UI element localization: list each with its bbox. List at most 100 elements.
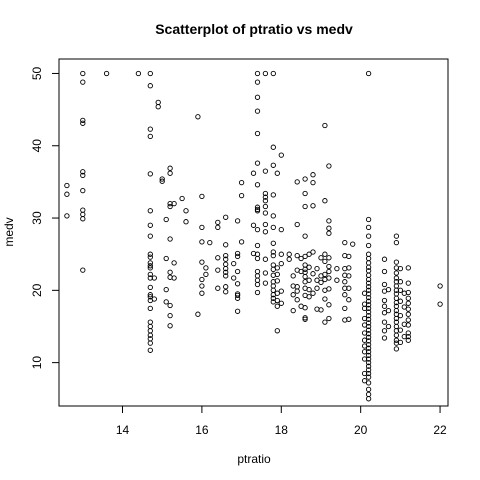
data-point <box>147 83 153 89</box>
data-point <box>346 253 352 260</box>
data-point <box>286 256 292 262</box>
data-point <box>80 207 86 213</box>
data-point <box>326 163 332 169</box>
data-point <box>365 323 372 330</box>
data-point <box>381 303 388 309</box>
data-point <box>326 225 332 231</box>
data-point <box>80 70 86 77</box>
data-point <box>80 211 86 218</box>
data-point <box>171 260 177 266</box>
data-point <box>234 250 241 257</box>
data-point <box>381 310 388 316</box>
data-point <box>231 275 237 281</box>
data-point <box>302 316 308 322</box>
data-point <box>405 311 411 317</box>
data-point <box>199 259 205 265</box>
data-point <box>270 287 276 293</box>
data-point <box>310 203 316 209</box>
data-point <box>270 224 276 231</box>
data-point <box>64 213 70 219</box>
data-point <box>397 312 404 319</box>
y-axis: 10 20 30 40 50 <box>30 66 59 369</box>
data-point <box>270 249 276 255</box>
data-point <box>274 328 280 334</box>
data-point <box>365 341 372 348</box>
data-point <box>393 283 400 289</box>
data-point <box>322 271 328 278</box>
data-point <box>254 289 261 296</box>
data-point <box>346 273 352 279</box>
data-point <box>365 391 372 398</box>
data-point <box>215 255 221 261</box>
data-point <box>365 284 372 290</box>
data-point <box>393 270 400 276</box>
data-point <box>365 327 372 333</box>
x-tick-label: 22 <box>433 423 447 437</box>
data-point <box>365 255 372 262</box>
data-point <box>199 276 205 283</box>
data-point <box>270 252 276 259</box>
data-point <box>381 268 388 275</box>
data-point <box>64 182 70 189</box>
data-point <box>234 253 241 260</box>
data-point <box>155 104 161 110</box>
data-point <box>167 236 173 242</box>
data-point <box>397 339 404 346</box>
data-point <box>262 70 269 77</box>
data-point <box>80 79 86 85</box>
data-point <box>286 251 292 257</box>
data-point <box>262 280 269 286</box>
data-point <box>215 285 221 291</box>
data-point <box>294 297 300 303</box>
data-point <box>147 319 153 325</box>
x-tick-label: 20 <box>354 423 368 437</box>
data-point <box>381 319 388 325</box>
data-point <box>274 303 280 309</box>
data-point <box>147 233 153 239</box>
data-point <box>365 287 372 293</box>
data-point <box>365 370 372 377</box>
data-point <box>262 203 269 210</box>
y-tick-label: 50 <box>30 66 44 80</box>
data-point <box>381 256 388 262</box>
data-point <box>365 334 372 340</box>
data-point <box>254 226 261 233</box>
data-point <box>167 302 173 309</box>
data-point <box>250 170 257 176</box>
data-point <box>405 330 411 336</box>
data-point <box>262 168 269 174</box>
data-point <box>342 305 348 312</box>
data-point <box>159 178 165 184</box>
data-point <box>167 312 173 319</box>
data-point <box>183 219 189 225</box>
data-point <box>326 286 332 292</box>
data-point <box>393 346 400 352</box>
data-point <box>80 187 86 194</box>
x-axis-label: ptratio <box>237 452 271 466</box>
data-point <box>167 165 173 171</box>
data-point <box>274 271 280 278</box>
x-axis: 14 16 18 20 22 <box>116 406 447 437</box>
data-point <box>147 265 153 271</box>
data-point <box>147 271 153 278</box>
data-point <box>254 182 261 188</box>
data-point <box>322 258 328 265</box>
data-point <box>262 270 269 276</box>
data-point <box>203 265 209 271</box>
data-point <box>199 239 205 245</box>
data-point <box>147 294 153 300</box>
data-point <box>238 239 245 245</box>
data-point <box>270 70 276 77</box>
data-point <box>234 281 241 287</box>
data-point <box>405 337 411 343</box>
data-point <box>302 315 308 321</box>
data-point <box>294 252 300 259</box>
data-point <box>405 265 411 271</box>
data-point <box>262 198 269 204</box>
data-point <box>302 203 308 210</box>
data-point <box>365 70 372 77</box>
data-point <box>231 260 237 267</box>
data-point <box>294 288 300 294</box>
data-point <box>350 241 356 247</box>
data-point <box>306 264 312 270</box>
